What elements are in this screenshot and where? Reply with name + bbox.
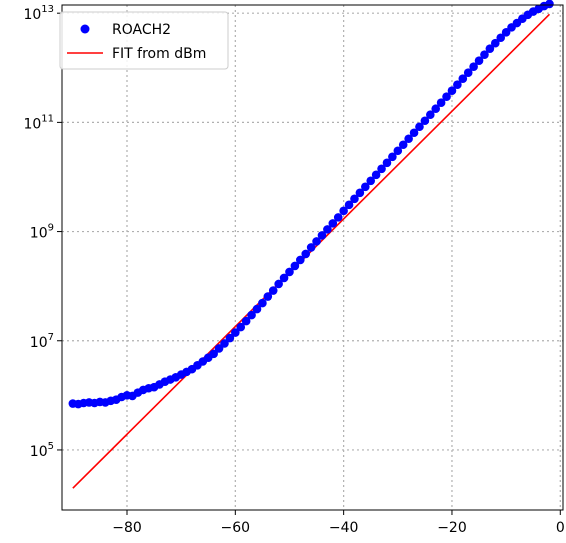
data-point bbox=[371, 170, 381, 180]
data-point bbox=[231, 328, 240, 337]
x-tick-label: −80 bbox=[112, 520, 142, 536]
data-point bbox=[285, 267, 294, 277]
data-point bbox=[355, 188, 365, 198]
data-point bbox=[496, 33, 506, 43]
data-point bbox=[447, 86, 457, 96]
data-point bbox=[333, 213, 343, 222]
data-point bbox=[453, 80, 462, 90]
data-point bbox=[350, 194, 359, 204]
data-point bbox=[225, 333, 235, 343]
x-tick-label: 0 bbox=[556, 520, 565, 536]
data-point bbox=[480, 50, 489, 59]
data-point bbox=[323, 225, 332, 234]
data-point bbox=[393, 146, 403, 156]
data-point bbox=[485, 44, 495, 53]
data-point bbox=[317, 231, 327, 240]
data-point bbox=[328, 219, 338, 228]
data-point bbox=[388, 152, 397, 162]
x-tick-label: −60 bbox=[221, 520, 251, 536]
legend-box bbox=[59, 11, 229, 70]
y-axis: 105 107 109 1011 1013 bbox=[23, 4, 62, 460]
x-axis: −80 −60 −40 −20 0 bbox=[112, 510, 565, 536]
x-tick-label: −40 bbox=[329, 520, 359, 536]
y-tick-label: 107 bbox=[30, 332, 54, 351]
data-point bbox=[545, 0, 554, 9]
data-point bbox=[442, 92, 451, 102]
data-point bbox=[409, 128, 419, 138]
data-point bbox=[344, 200, 354, 210]
data-point bbox=[436, 98, 446, 108]
legend-label-fit: FIT from dBm bbox=[112, 46, 206, 62]
plot-frame bbox=[61, 4, 564, 511]
data-point bbox=[241, 316, 251, 326]
y-tick-label: 1013 bbox=[23, 4, 54, 23]
data-point bbox=[361, 182, 370, 192]
data-point bbox=[490, 38, 500, 48]
data-point bbox=[339, 206, 348, 216]
data-point bbox=[290, 261, 300, 271]
data-point bbox=[415, 122, 424, 132]
data-point bbox=[279, 273, 289, 283]
legend: ROACH2 FIT from dBm bbox=[59, 11, 229, 70]
data-point bbox=[426, 110, 435, 120]
data-point bbox=[404, 134, 413, 144]
y-tick-label: 1011 bbox=[23, 113, 54, 132]
data-point bbox=[236, 322, 246, 332]
data-point bbox=[306, 243, 316, 252]
data-point bbox=[301, 249, 311, 259]
data-point bbox=[463, 68, 473, 77]
data-point bbox=[377, 164, 386, 174]
data-point bbox=[209, 349, 218, 359]
data-point bbox=[252, 304, 262, 314]
roach2-series bbox=[68, 0, 554, 409]
data-point bbox=[258, 298, 267, 308]
legend-marker-roach2 bbox=[80, 24, 90, 34]
y-tick-label: 109 bbox=[30, 223, 54, 242]
data-point bbox=[247, 310, 256, 320]
data-point bbox=[296, 255, 305, 265]
data-point bbox=[268, 286, 278, 295]
data-point bbox=[398, 140, 408, 150]
data-point bbox=[420, 116, 430, 126]
data-point bbox=[474, 56, 484, 65]
grid bbox=[62, 5, 563, 510]
data-point bbox=[220, 339, 229, 348]
data-point bbox=[458, 74, 468, 84]
data-point bbox=[469, 62, 478, 71]
data-point bbox=[431, 104, 441, 114]
legend-label-roach2: ROACH2 bbox=[112, 22, 171, 38]
data-point bbox=[274, 279, 283, 289]
data-point bbox=[382, 158, 392, 168]
y-tick-label: 105 bbox=[30, 441, 54, 460]
data-point bbox=[366, 176, 376, 186]
x-tick-label: −20 bbox=[437, 520, 467, 536]
data-point bbox=[312, 237, 321, 246]
data-point bbox=[263, 292, 273, 301]
